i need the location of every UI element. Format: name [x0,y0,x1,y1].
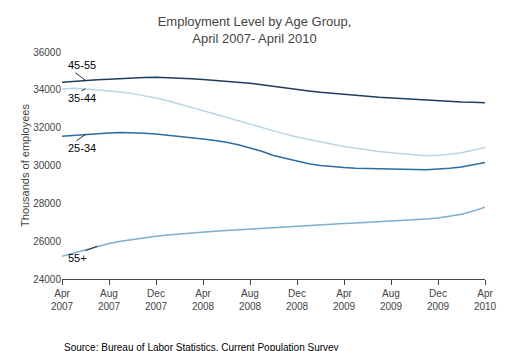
svg-text:26000: 26000 [33,236,61,247]
svg-text:Apr2008: Apr2008 [192,288,215,312]
svg-text:36000: 36000 [33,47,61,58]
svg-text:32000: 32000 [33,122,61,133]
svg-text:Dec2007: Dec2007 [145,288,168,312]
svg-text:28000: 28000 [33,198,61,209]
svg-text:34000: 34000 [33,84,61,95]
svg-text:Apr2010: Apr2010 [474,288,497,312]
svg-text:Employment Level by Age Group,: Employment Level by Age Group,April 2007… [158,14,352,46]
svg-text:Source: Bureau of Labor Statis: Source: Bureau of Labor Statistics, Curr… [64,342,339,351]
svg-text:Dec2008: Dec2008 [286,288,309,312]
svg-text:24000: 24000 [33,274,61,285]
svg-text:45-55: 45-55 [68,59,96,71]
svg-text:Aug2008: Aug2008 [239,288,262,312]
svg-text:Thousands of employees: Thousands of employees [19,104,31,227]
svg-text:30000: 30000 [33,160,61,171]
svg-text:Apr2007: Apr2007 [51,288,74,312]
svg-text:35-44: 35-44 [68,92,96,104]
svg-text:Aug2007: Aug2007 [98,288,121,312]
svg-text:Apr2009: Apr2009 [333,288,356,312]
svg-text:55+: 55+ [68,252,87,264]
svg-text:25-34: 25-34 [68,142,96,154]
svg-text:Aug2009: Aug2009 [380,288,403,312]
svg-text:Dec2009: Dec2009 [427,288,450,312]
